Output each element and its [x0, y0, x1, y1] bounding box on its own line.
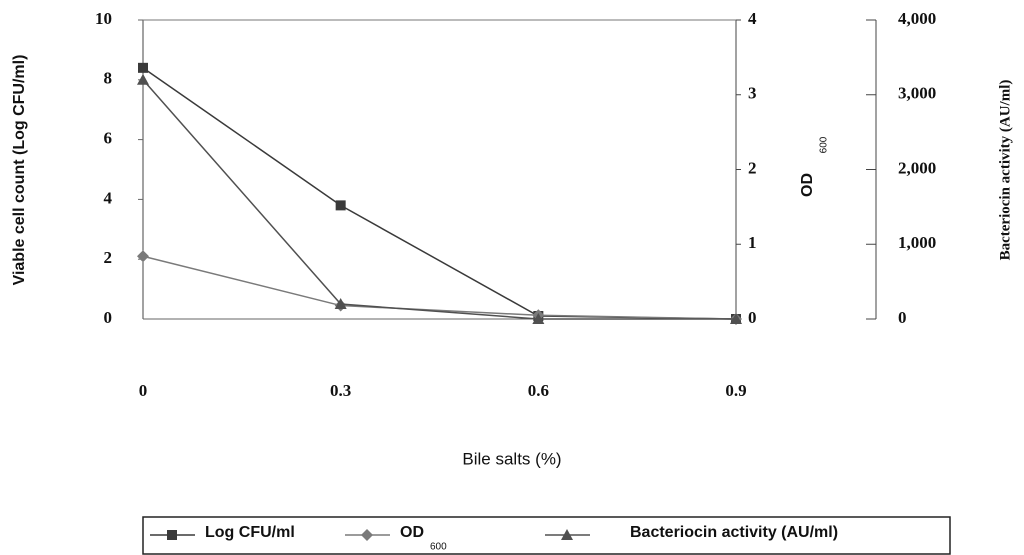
y-axis-title: Viable cell count (Log CFU/ml) — [11, 55, 28, 286]
data-point — [138, 63, 148, 73]
legend-label: Log CFU/ml — [205, 524, 295, 541]
series-line — [143, 68, 736, 319]
y-tick-label: 8 — [104, 69, 113, 88]
y3-tick-label: 1,000 — [898, 233, 936, 252]
y3-tick-label: 0 — [898, 308, 907, 327]
y2-tick-label: 3 — [748, 84, 757, 103]
data-point — [137, 250, 149, 262]
y2-tick-label: 0 — [748, 308, 757, 327]
legend-label-sub: 600 — [430, 542, 447, 553]
y2-tick-label: 4 — [748, 9, 757, 28]
legend-marker — [361, 529, 373, 541]
y2-axis-title-sub: 600 — [819, 136, 830, 153]
legend-label: Bacteriocin activity (AU/ml) — [630, 524, 838, 541]
y2-tick-label: 2 — [748, 158, 757, 177]
y2-tick-label: 1 — [748, 233, 757, 252]
x-tick-label: 0.6 — [528, 381, 549, 400]
data-point — [336, 200, 346, 210]
y2-axis-title: OD — [799, 173, 816, 197]
x-tick-label: 0.9 — [725, 381, 746, 400]
x-axis-title: Bile salts (%) — [462, 449, 561, 468]
y-tick-label: 4 — [104, 188, 113, 207]
y3-axis-title: Bacteriocin activity (AU/ml) — [997, 80, 1013, 261]
chart: Bile salts (%) Viable cell count (Log CF… — [0, 0, 1024, 555]
y-tick-label: 2 — [104, 248, 113, 267]
y3-tick-label: 3,000 — [898, 84, 936, 103]
x-tick-label: 0.3 — [330, 381, 351, 400]
legend-label: OD — [400, 524, 424, 541]
y-tick-label: 10 — [95, 9, 112, 28]
series-line — [143, 80, 736, 319]
legend-marker — [167, 530, 177, 540]
y3-tick-label: 2,000 — [898, 158, 936, 177]
y-tick-label: 6 — [104, 129, 113, 148]
y-tick-label: 0 — [104, 308, 113, 327]
series-line — [143, 256, 736, 319]
y3-tick-label: 4,000 — [898, 9, 936, 28]
x-tick-label: 0 — [139, 381, 148, 400]
